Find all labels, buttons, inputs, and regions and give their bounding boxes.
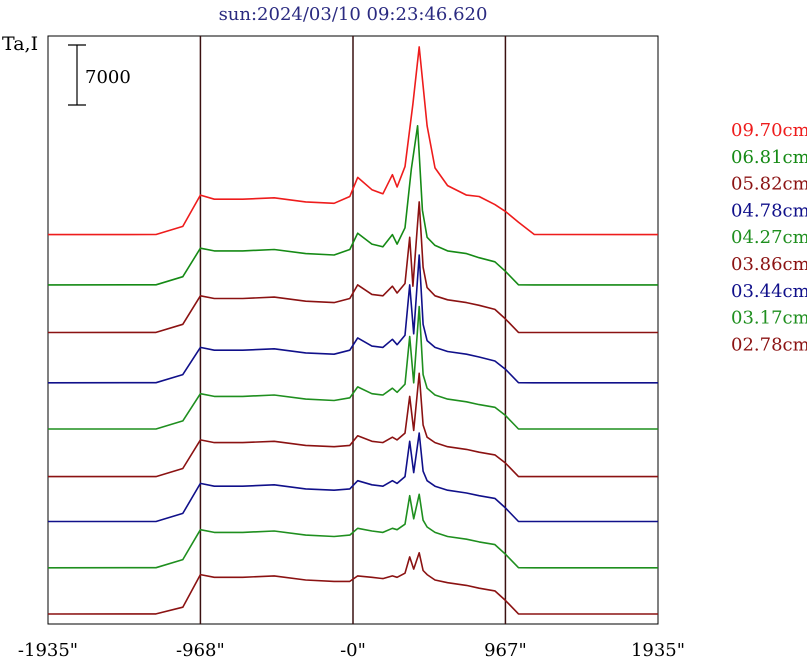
series-group	[47, 46, 659, 615]
scale-bar	[68, 44, 86, 106]
scale-bar-label: 7000	[85, 67, 131, 88]
series-line-2	[47, 201, 658, 334]
legend: 09.70cm 06.81cm 05.82cm 04.78cm 04.27cm 03.86…	[731, 120, 807, 355]
x-tick-label-2: -0"	[340, 640, 366, 661]
legend-entry-4: 04.27cm	[731, 227, 807, 248]
x-tick-labels: -1935" -968" -0" 967" 1935"	[18, 640, 685, 661]
legend-entry-2: 05.82cm	[731, 174, 807, 195]
legend-entry-7: 03.17cm	[731, 308, 807, 329]
series-line-4	[48, 305, 658, 430]
series-line-8	[47, 552, 658, 615]
series-line-5	[48, 372, 658, 478]
series-line-6	[48, 432, 658, 523]
series-line-3	[47, 254, 658, 384]
legend-entry-1: 06.81cm	[731, 147, 807, 168]
series-line-0	[47, 46, 659, 236]
x-tick-label-1: -968"	[176, 640, 225, 661]
x-tick-label-4: 1935"	[631, 640, 685, 661]
vertical-reference-lines	[199, 36, 507, 624]
chart-title: sun:2024/03/10 09:23:46.620	[219, 4, 488, 25]
x-tick-label-3: 967"	[484, 640, 527, 661]
legend-entry-5: 03.86cm	[731, 254, 807, 275]
legend-entry-3: 04.78cm	[731, 200, 807, 221]
x-tick-label-0: -1935"	[18, 640, 78, 661]
legend-entry-0: 09.70cm	[731, 120, 807, 141]
y-axis-label: Ta,I	[2, 33, 38, 55]
series-line-7	[47, 493, 658, 569]
series-line-1	[47, 125, 658, 286]
legend-entry-6: 03.44cm	[731, 281, 807, 302]
legend-entry-8: 02.78cm	[731, 334, 807, 355]
